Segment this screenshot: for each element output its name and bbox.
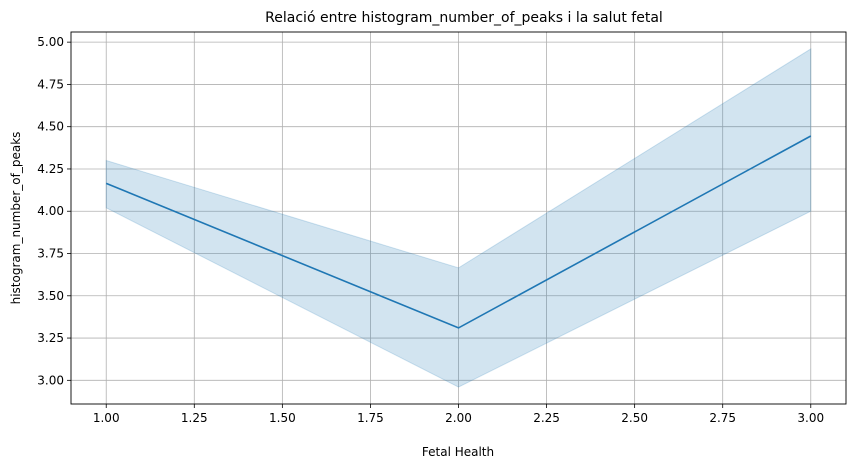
y-tick-label: 4.25 <box>37 162 64 176</box>
y-tick-label: 3.25 <box>37 331 64 345</box>
y-tick-label: 4.75 <box>37 77 64 91</box>
y-tick-label: 3.50 <box>37 289 64 303</box>
chart-title: Relació entre histogram_number_of_peaks … <box>265 10 663 26</box>
y-axis-ticks: 3.00 3.25 3.50 3.75 4.00 4.25 4.50 4.75 5.00 <box>37 35 71 387</box>
confidence-band-layer <box>105 48 812 388</box>
y-tick-label: 5.00 <box>37 35 64 49</box>
grid-lines <box>71 32 846 404</box>
x-tick-label: 3.00 <box>797 411 824 425</box>
x-tick-label: 2.25 <box>533 411 560 425</box>
x-tick-label: 1.00 <box>93 411 120 425</box>
x-axis-ticks: 1.00 1.25 1.50 1.75 2.00 2.25 2.50 2.75 3.00 <box>93 404 824 425</box>
y-axis-label: histogram_number_of_peaks <box>9 132 23 305</box>
series-line <box>105 135 812 329</box>
confidence-band <box>105 48 812 388</box>
y-tick-label: 3.75 <box>37 247 64 261</box>
x-tick-label: 1.75 <box>357 411 384 425</box>
series-line-layer <box>105 135 812 329</box>
x-tick-label: 2.50 <box>621 411 648 425</box>
x-tick-label: 2.75 <box>709 411 736 425</box>
y-tick-label: 4.50 <box>37 120 64 134</box>
y-tick-label: 3.00 <box>37 373 64 387</box>
x-tick-label: 1.50 <box>269 411 296 425</box>
x-axis-label: Fetal Health <box>422 445 494 459</box>
y-tick-label: 4.00 <box>37 204 64 218</box>
x-tick-label: 2.00 <box>445 411 472 425</box>
x-tick-label: 1.25 <box>181 411 208 425</box>
